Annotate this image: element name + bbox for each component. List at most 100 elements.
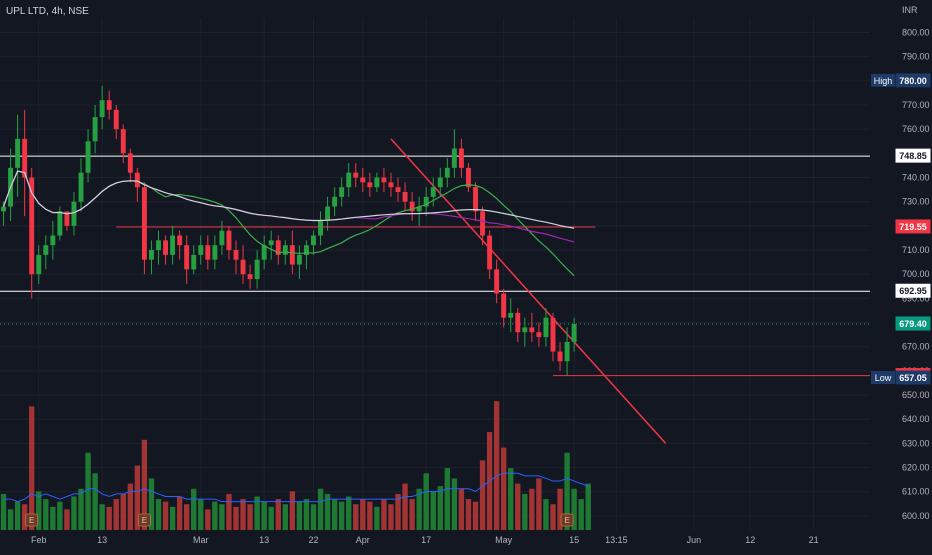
time-label: 12 bbox=[745, 535, 755, 545]
volume-bar bbox=[275, 499, 281, 530]
price-tick: 710.00 bbox=[902, 245, 930, 255]
volume-bar bbox=[515, 483, 521, 530]
earnings-badge-text: E bbox=[142, 516, 147, 525]
candle-body bbox=[92, 117, 98, 142]
volume-bar bbox=[226, 493, 232, 530]
candle-body bbox=[205, 245, 211, 260]
candle-body bbox=[282, 245, 288, 255]
price-tick: 760.00 bbox=[902, 124, 930, 134]
price-tick: 800.00 bbox=[902, 28, 930, 38]
volume-bar bbox=[430, 491, 436, 530]
price-tick: 670.00 bbox=[902, 342, 930, 352]
candle-body bbox=[494, 269, 500, 294]
candles bbox=[1, 85, 577, 376]
price-axis[interactable]: 800.00790.00780.00770.00760.00750.00740.… bbox=[870, 0, 932, 550]
candle-body bbox=[311, 235, 316, 246]
earnings-badge bbox=[560, 513, 574, 527]
price-tag-value: 679.40 bbox=[899, 319, 927, 329]
volume-bar bbox=[127, 483, 134, 530]
candle-body bbox=[346, 172, 352, 188]
candle-body bbox=[374, 177, 380, 188]
candle-body bbox=[296, 254, 302, 265]
time-label: 13:15 bbox=[605, 535, 628, 545]
horizontal-levels bbox=[0, 155, 870, 377]
volume-bar bbox=[437, 486, 443, 530]
candle-body bbox=[22, 138, 28, 178]
candle-body bbox=[430, 187, 436, 197]
candle-body bbox=[515, 312, 521, 333]
volume-bar bbox=[493, 401, 500, 530]
volume-bar bbox=[29, 406, 35, 530]
candle-body bbox=[402, 192, 408, 202]
volume-bar bbox=[155, 499, 162, 530]
volume-bar bbox=[508, 468, 514, 530]
candle-body bbox=[437, 177, 443, 188]
price-tick: 700.00 bbox=[902, 269, 930, 279]
candle-body bbox=[71, 201, 77, 226]
volume-bar bbox=[113, 499, 119, 530]
volume-bar bbox=[402, 483, 408, 530]
candle-body bbox=[423, 196, 429, 207]
candle-body bbox=[458, 148, 464, 168]
volume-bar bbox=[578, 499, 584, 530]
candle-body bbox=[550, 317, 556, 352]
volume-bar bbox=[423, 473, 429, 530]
price-tick: 600.00 bbox=[902, 511, 930, 521]
candle-body bbox=[388, 182, 394, 188]
time-axis[interactable]: Feb 13 Mar 13 22 Apr 17 May 15 13:15 Jun 12 21 bbox=[31, 535, 819, 545]
candle-body bbox=[141, 187, 147, 260]
price-tick: 630.00 bbox=[902, 438, 930, 448]
price-tag-bg bbox=[895, 370, 931, 385]
volume-bar bbox=[303, 499, 310, 530]
volume-bar bbox=[465, 499, 472, 530]
moving-averages bbox=[2, 170, 575, 277]
trendline bbox=[390, 138, 667, 444]
candle-body bbox=[543, 317, 549, 338]
volume-bar bbox=[296, 501, 303, 530]
candle-body bbox=[163, 240, 169, 255]
price-tag-value: 719.55 bbox=[899, 222, 927, 232]
price-tick: 790.00 bbox=[902, 52, 930, 62]
volume-bar bbox=[324, 493, 331, 530]
volume-bar bbox=[479, 460, 486, 530]
candle-body bbox=[226, 230, 232, 251]
volume-bar bbox=[571, 488, 577, 530]
candle-body bbox=[571, 324, 577, 342]
volume-bar bbox=[338, 501, 345, 530]
candle-body bbox=[416, 206, 422, 212]
time-label: 17 bbox=[421, 535, 431, 545]
volume-bar bbox=[71, 496, 77, 530]
price-tag-bg bbox=[895, 316, 931, 331]
volume-bar bbox=[416, 488, 422, 530]
price-tag-value: 748.85 bbox=[899, 151, 927, 161]
volume-bar bbox=[458, 488, 465, 530]
candle-body bbox=[57, 211, 63, 236]
candle-body bbox=[529, 327, 535, 333]
volume-bar bbox=[212, 501, 218, 530]
volume-bar bbox=[268, 506, 274, 530]
symbol-title[interactable]: UPL LTD, 4h, NSE bbox=[6, 6, 89, 17]
candle-body bbox=[451, 148, 457, 168]
volume-bar bbox=[310, 504, 317, 530]
time-label: May bbox=[495, 535, 513, 545]
volume-bar bbox=[289, 491, 296, 530]
volume-bar bbox=[254, 496, 260, 530]
volume-bar bbox=[176, 496, 183, 530]
volume-bar bbox=[0, 493, 7, 530]
price-tick: 640.00 bbox=[902, 414, 930, 424]
price-tag-label: Low bbox=[875, 373, 892, 383]
time-label: 13 bbox=[259, 535, 269, 545]
candle-body bbox=[480, 211, 486, 236]
candle-body bbox=[198, 245, 204, 255]
candle-body bbox=[240, 259, 246, 275]
price-tag-label-bg bbox=[871, 73, 895, 87]
volume-bar bbox=[191, 488, 197, 530]
candle-body bbox=[254, 259, 260, 280]
volume-bar bbox=[36, 491, 42, 530]
price-tag-label-bg bbox=[871, 371, 895, 385]
volume-bar bbox=[162, 501, 169, 530]
